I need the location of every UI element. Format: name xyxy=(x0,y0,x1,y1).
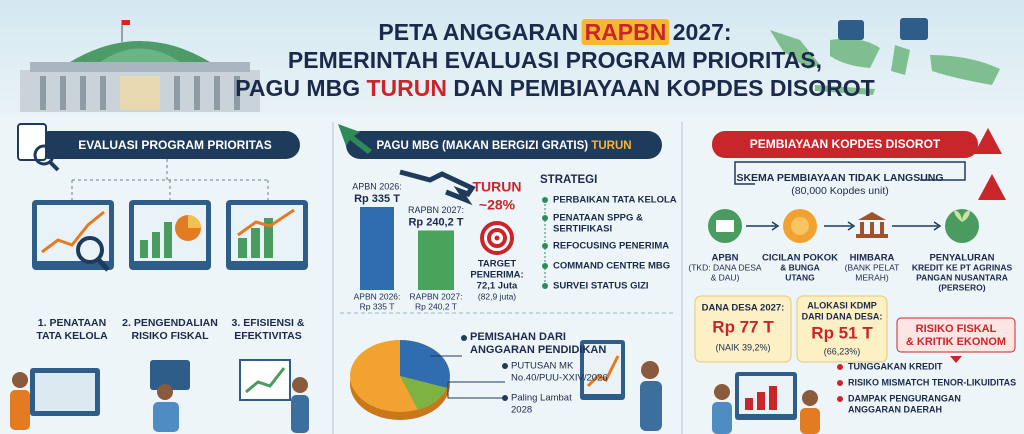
main-title-part: TURUN xyxy=(366,75,447,101)
bar-label: RAPBN 2027: xyxy=(408,205,464,215)
bar-bottom-label: Rp 335 T xyxy=(360,301,395,311)
flow-label: CICILAN POKOK xyxy=(762,253,838,264)
item-label: 3. EFISIENSI & xyxy=(232,317,305,329)
deadline-label: 2028 xyxy=(511,405,532,416)
section-header-bg xyxy=(346,131,662,159)
flow-label: PANGAN NUSANTARA xyxy=(916,272,1008,282)
decoration xyxy=(694,128,1016,434)
bar-bottom-label: APBN 2026: xyxy=(354,291,401,301)
strategy-item: COMMAND CENTRE MBG xyxy=(553,261,670,272)
section-title-part: PAGU MBG (MAKAN BERGIZI GRATIS) xyxy=(376,140,591,152)
bar-bottom-label: RAPBN 2027: xyxy=(410,291,463,301)
ruling-label: PUTUSAN MK xyxy=(511,361,574,372)
highlight xyxy=(581,19,670,46)
separation-label: PEMISAHAN DARI xyxy=(470,331,566,343)
risk-item: DAMPAK PENGURANGAN xyxy=(848,393,961,403)
bar-label: APBN 2026: xyxy=(352,181,402,191)
section-title: PAGU MBG (MAKAN BERGIZI GRATIS) TURUN xyxy=(376,140,631,152)
flow-label: (PERSERO) xyxy=(938,282,985,292)
flow-label: (TKD: DANA DESA xyxy=(688,262,762,272)
chart-icon xyxy=(32,200,308,272)
section-header-bg xyxy=(712,131,978,158)
box-label: (66,23%) xyxy=(824,346,861,356)
section-title: PEMBIAYAAN KOPDES DISOROT xyxy=(750,137,941,151)
box-label: Rp 77 T xyxy=(712,317,774,336)
main-title: PAGU MBG TURUN DAN PEMBIAYAAN KOPDES DIS… xyxy=(235,75,874,101)
main-title-part: 2027: xyxy=(666,19,731,45)
target-label: PENERIMA: xyxy=(470,270,523,281)
item-label: RISIKO FISKAL xyxy=(131,330,209,342)
risk-title: & KRITIK EKONOM xyxy=(906,336,1006,348)
people-illustration xyxy=(10,359,309,433)
strategy-item: PERBAIKAN TATA KELOLA xyxy=(553,195,677,206)
connector xyxy=(71,159,269,200)
separation-label: ANGGARAN PENDIDIKAN xyxy=(470,344,606,356)
section-title: EVALUASI PROGRAM PRIORITAS xyxy=(78,138,272,152)
main-title-part: RAPBN xyxy=(585,19,667,45)
decoration xyxy=(338,124,662,431)
decline-label: ~28% xyxy=(479,197,516,213)
ruling-label: No.40/PUU-XXIV/2026 xyxy=(511,373,608,384)
target-label: 72,1 Juta xyxy=(477,281,518,292)
box-label: (NAIK 39,2%) xyxy=(715,342,770,352)
box-label: ALOKASI KDMP xyxy=(807,300,877,310)
box-label: Rp 51 T xyxy=(811,323,873,342)
main-title-part: PEMERINTAH EVALUASI PROGRAM PRIORITAS, xyxy=(288,47,822,73)
flow-label: MERAH) xyxy=(855,272,889,282)
box-label: DANA DESA 2027: xyxy=(702,303,785,314)
strategy-item: SURVEI STATUS GIZI xyxy=(553,281,649,292)
risk-item: RISIKO MISMATCH TENOR-LIKUIDITAS xyxy=(848,377,1016,387)
item-label: TATA KELOLA xyxy=(36,330,108,342)
building-illustration xyxy=(20,20,260,112)
scheme-label: SKEMA PEMBIAYAAN TIDAK LANGSUNG xyxy=(736,172,943,184)
bar xyxy=(418,230,454,290)
item-label: 1. PENATAAN xyxy=(38,317,106,329)
main-title-part: PETA ANGGARAN xyxy=(378,19,584,45)
strategy-item: PENATAAN SPPG & xyxy=(553,213,643,224)
bar-bottom-label: Rp 240,2 T xyxy=(415,301,457,311)
strategy-item: SERTIFIKASI xyxy=(553,224,612,235)
deadline-label: Paling Lambat xyxy=(511,393,572,404)
main-title: PEMERINTAH EVALUASI PROGRAM PRIORITAS, xyxy=(288,47,822,73)
item-label: 2. PENGENDALIAN xyxy=(122,317,218,329)
risk-item: ANGGARAN DAERAH xyxy=(848,404,942,414)
bar xyxy=(360,207,394,290)
strategy-item: REFOCUSING PENERIMA xyxy=(553,241,669,252)
strategy-title: STRATEGI xyxy=(540,174,597,186)
flow-label: HIMBARA xyxy=(850,253,895,264)
flow-label: PENYALURAN xyxy=(929,253,994,264)
risk-title: RISIKO FISKAL xyxy=(916,323,997,335)
clipboard-icon xyxy=(17,123,60,172)
flow-label: (BANK PELAT xyxy=(845,262,900,272)
section-header-bg xyxy=(35,131,300,159)
flow-label: APBN xyxy=(712,253,739,264)
target-label: (82,9 juta) xyxy=(478,291,516,301)
main-title-part: PAGU MBG xyxy=(235,75,366,101)
bar-label: Rp 335 T xyxy=(354,193,400,205)
bar-label: Rp 240,2 T xyxy=(408,216,463,228)
flow-label: & DAU) xyxy=(711,272,740,282)
item-label: EFEKTIVITAS xyxy=(234,330,301,342)
scheme-label: (80,000 Kopdes unit) xyxy=(791,185,888,197)
main-title: PETA ANGGARAN RAPBN 2027: xyxy=(378,19,731,45)
decline-label: TURUN xyxy=(473,179,522,195)
target-label: TARGET xyxy=(478,259,517,270)
risk-item: TUNGGAKAN KREDIT xyxy=(848,361,943,371)
map-illustration xyxy=(770,18,1000,95)
box-label: DARI DANA DESA: xyxy=(802,311,883,321)
main-title-part: DAN PEMBIAYAAN KOPDES DISOROT xyxy=(447,75,875,101)
section-title-part: TURUN xyxy=(591,140,631,152)
flow-label: KREDIT KE PT AGRINAS xyxy=(912,262,1013,272)
flow-label: UTANG xyxy=(785,272,815,282)
flow-label: & BUNGA xyxy=(780,262,820,272)
